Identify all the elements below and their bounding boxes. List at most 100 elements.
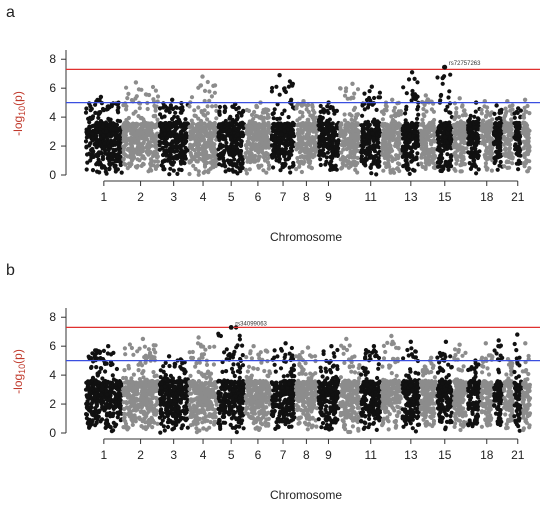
snp-point (129, 162, 133, 166)
snp-point (117, 136, 121, 140)
snp-point (123, 381, 127, 385)
snp-point (257, 166, 261, 170)
snp-point (191, 164, 195, 168)
chromosome-22-points (521, 98, 532, 174)
snp-point (171, 131, 175, 135)
x-tick-label: 3 (170, 190, 177, 204)
chromosome-1-points (84, 95, 124, 176)
y-tick-label: 6 (49, 339, 56, 353)
snp-point (154, 145, 158, 149)
snp-point (99, 366, 103, 370)
snp-point (424, 158, 428, 162)
snp-point (84, 106, 88, 110)
y-tick-label: 8 (49, 52, 56, 66)
snp-peak-point (516, 106, 520, 110)
chromosome-7-points (270, 73, 297, 175)
snp-point (115, 380, 119, 384)
snp-point (356, 156, 360, 160)
snp-point (192, 108, 196, 112)
snp-point (413, 157, 417, 161)
snp-point (107, 148, 111, 152)
snp-point (502, 135, 506, 139)
snp-peak-point (350, 82, 354, 86)
snp-point (97, 122, 101, 126)
snp-point (168, 122, 172, 126)
snp-point (124, 400, 128, 404)
snp-point (430, 127, 434, 131)
snp-point (229, 136, 233, 140)
snp-point (415, 151, 419, 155)
snp-point (173, 111, 177, 115)
snp-point (429, 155, 433, 159)
snp-point (341, 163, 345, 167)
snp-point (396, 143, 400, 147)
snp-point (208, 160, 212, 164)
snp-point (84, 139, 88, 143)
chromosome-17-points (466, 100, 482, 175)
snp-point (487, 150, 491, 154)
snp-point (133, 150, 137, 154)
snp-point (407, 128, 411, 132)
snp-point (408, 140, 412, 144)
snp-point (350, 96, 354, 100)
snp-point (468, 117, 472, 121)
snp-point (455, 144, 459, 148)
snp-point (145, 151, 149, 155)
snp-point (362, 92, 366, 96)
y-axis-title: -log10(p) (11, 349, 27, 394)
snp-point (161, 105, 165, 109)
snp-point (205, 117, 209, 121)
snp-point (441, 76, 445, 80)
snp-point (89, 402, 93, 406)
snp-point (468, 128, 472, 132)
snp-point (373, 161, 377, 165)
snp-point (141, 146, 145, 150)
snp-point (129, 137, 133, 141)
snp-point (352, 92, 356, 96)
snp-point (387, 129, 391, 133)
snp-point (262, 145, 266, 149)
snp-point (300, 111, 304, 115)
snp-point (296, 123, 300, 127)
snp-point (137, 146, 141, 150)
snp-point (475, 133, 479, 137)
snp-point (375, 127, 379, 131)
snp-point (297, 137, 301, 141)
snp-point (382, 128, 386, 132)
snp-point (177, 168, 181, 172)
snp-point (120, 171, 124, 175)
y-tick-label: 2 (49, 139, 56, 153)
snp-point (111, 101, 115, 105)
snp-point (435, 75, 439, 79)
snp-point (145, 133, 149, 137)
snp-point (84, 111, 88, 115)
snp-point (439, 150, 443, 154)
snp-point (172, 169, 176, 173)
chromosome-12-points (380, 98, 403, 175)
snp-point (300, 154, 304, 158)
snp-point (247, 122, 251, 126)
snp-point (442, 130, 446, 134)
snp-point (474, 171, 478, 175)
snp-point (410, 89, 414, 93)
snp-point (324, 160, 328, 164)
chromosome-15-points (435, 65, 454, 173)
snp-point (271, 112, 275, 116)
snp-point (462, 147, 466, 151)
snp-point (201, 135, 205, 139)
snp-point (439, 127, 443, 131)
chromosome-14-points (419, 93, 438, 171)
snp-point (369, 166, 373, 170)
snp-point (91, 168, 95, 172)
snp-point (459, 152, 463, 156)
snp-point (103, 152, 107, 156)
chromosome-2-points (121, 80, 160, 173)
snp-point (524, 143, 528, 147)
snp-point (301, 162, 305, 166)
snp-point (381, 109, 385, 113)
snp-point (396, 156, 400, 160)
snp-point (378, 91, 382, 95)
snp-point (447, 110, 451, 114)
snp-point (457, 128, 461, 132)
snp-point (445, 141, 449, 145)
